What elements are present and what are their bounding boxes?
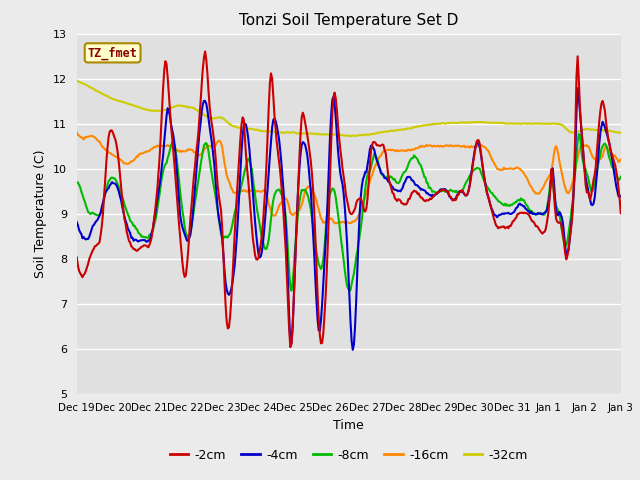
Text: TZ_fmet: TZ_fmet bbox=[88, 46, 138, 60]
Title: Tonzi Soil Temperature Set D: Tonzi Soil Temperature Set D bbox=[239, 13, 458, 28]
Y-axis label: Soil Temperature (C): Soil Temperature (C) bbox=[35, 149, 47, 278]
Legend: -2cm, -4cm, -8cm, -16cm, -32cm: -2cm, -4cm, -8cm, -16cm, -32cm bbox=[164, 444, 533, 467]
X-axis label: Time: Time bbox=[333, 419, 364, 432]
